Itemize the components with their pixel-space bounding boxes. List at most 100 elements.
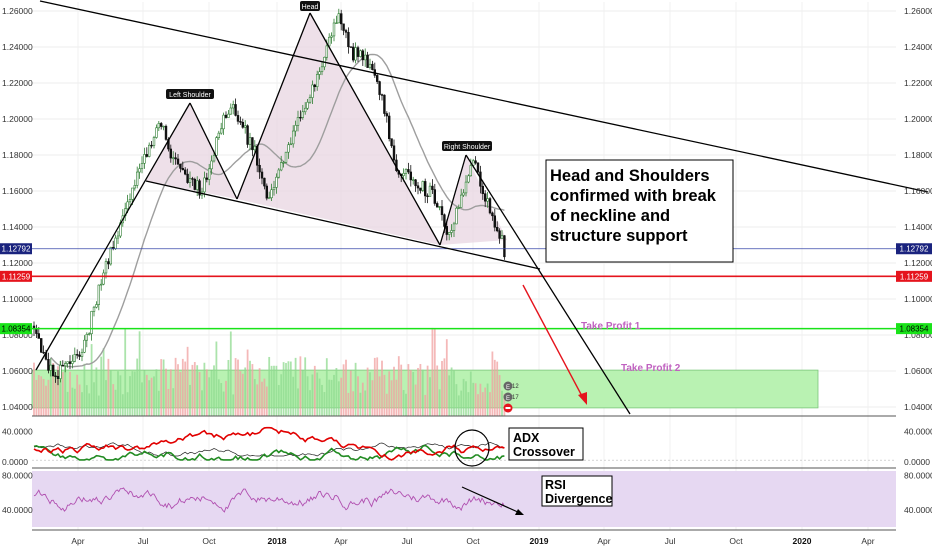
candle-body: [277, 169, 280, 178]
candle-body: [385, 113, 388, 117]
volume-bar: [174, 357, 177, 416]
candle-body: [431, 185, 434, 190]
price-tick-label: 1.22000: [2, 78, 33, 88]
volume-bar: [157, 390, 160, 416]
volume-bar: [148, 380, 151, 416]
price-tick-label: 1.08000: [904, 330, 932, 340]
right-price-axis: 1.26000 1.24000 1.22000 1.20000 1.18000 1.160…: [904, 6, 932, 515]
volume-bar: [131, 371, 134, 416]
neckline-price-tag-right[interactable]: 1.11259: [896, 270, 932, 282]
candle-body: [196, 180, 199, 190]
price-tick-label: 1.24000: [904, 42, 932, 52]
candle-body: [97, 284, 101, 305]
candle-body: [181, 168, 184, 171]
rsi-tick-label: 40.0000: [904, 505, 932, 515]
volume-bar: [472, 382, 475, 416]
price-tick-label: 1.06000: [904, 366, 932, 376]
volume-bar: [165, 368, 167, 416]
candle-body: [179, 163, 182, 169]
candle-body: [435, 203, 439, 208]
volume-bar: [42, 379, 45, 416]
volume-bar: [385, 393, 388, 416]
candle-body: [491, 212, 494, 217]
volume-bar: [105, 380, 107, 416]
tp1-price-tag-right[interactable]: 1.08354: [896, 323, 932, 335]
volume-bar: [388, 371, 391, 416]
volume-bar: [69, 371, 71, 416]
candle-body: [203, 177, 206, 193]
candle-body: [155, 127, 158, 138]
svg-text:Divergence: Divergence: [545, 492, 612, 506]
rsi-band: [32, 471, 896, 527]
candle-body: [186, 173, 189, 183]
candle-body: [426, 195, 429, 198]
volume-bar: [76, 374, 79, 416]
adx-indicator: [32, 426, 896, 461]
volume-bar: [88, 393, 91, 416]
volume-bar: [306, 376, 309, 416]
candle-body: [172, 157, 175, 159]
rsi-tick-label: 80.0000: [2, 470, 33, 480]
pattern-trendlines: [35, 0, 929, 415]
volume-bar: [325, 358, 328, 416]
time-axis: Apr Jul Oct 2018 Apr Jul Oct 2019 Apr Jul Oct 2020 A…: [71, 536, 874, 546]
volume-bar: [424, 394, 427, 416]
svg-text:Right Shoulder: Right Shoulder: [444, 144, 491, 151]
candle-body: [193, 178, 196, 190]
volume-bar: [143, 370, 146, 416]
volume-bar: [100, 356, 103, 416]
current-price-tag-right[interactable]: 1.12792: [896, 243, 932, 255]
volume-bar: [493, 359, 496, 416]
volume-bar: [126, 392, 129, 416]
volume-bar: [371, 380, 374, 416]
price-tick-label: 1.24000: [2, 42, 33, 52]
volume-bar: [316, 372, 319, 416]
candle-body: [157, 123, 160, 129]
candle-body: [208, 168, 211, 180]
neckline: [145, 180, 541, 270]
volume-bar: [64, 363, 67, 416]
pattern-annotation-box: Head and Shoulders confirmed with break …: [545, 159, 734, 263]
time-tick-label: Apr: [597, 536, 610, 546]
candle-body: [311, 84, 314, 98]
candle-body: [92, 306, 96, 312]
volume-bar: [244, 367, 247, 416]
candle-body: [68, 361, 72, 364]
time-tick-label: Oct: [202, 536, 216, 546]
candle-body: [462, 192, 465, 196]
candle-body: [335, 22, 338, 24]
volume-bar: [330, 379, 333, 416]
candle-body: [265, 185, 268, 199]
candle-body: [380, 94, 384, 96]
volume-bar: [462, 378, 465, 416]
candle-body: [263, 177, 266, 187]
volume-bar: [153, 376, 155, 416]
volume-bar: [227, 359, 230, 416]
candle-body: [282, 162, 285, 164]
price-tick-label: 1.12000: [904, 258, 932, 268]
head-shoulders-shaded-area: [146, 13, 507, 245]
volume-bar: [217, 379, 220, 416]
candle-body: [375, 75, 379, 82]
candle-body: [347, 31, 350, 48]
svg-text:Crossover: Crossover: [513, 445, 575, 459]
candle-body: [241, 121, 244, 128]
svg-text:Head: Head: [302, 4, 319, 11]
candle-body: [148, 144, 151, 157]
svg-text:1.12792: 1.12792: [2, 245, 31, 254]
volume-bar: [191, 364, 194, 416]
candle-body: [443, 214, 446, 227]
neckline-price-tag-left[interactable]: 1.11259: [0, 270, 32, 282]
label-right-shoulder: Right Shoulder: [442, 141, 492, 151]
candle-body: [160, 123, 163, 127]
candle-body: [35, 328, 38, 334]
volume-bar: [145, 374, 148, 416]
svg-text:ADX: ADX: [513, 431, 540, 445]
tp1-price-tag-left[interactable]: 1.08354: [0, 323, 32, 335]
candle-body: [359, 50, 362, 57]
svg-text:1.12792: 1.12792: [900, 245, 929, 254]
volume-bar: [342, 364, 345, 416]
current-price-tag-left[interactable]: 1.12792: [0, 243, 32, 255]
candle-body: [481, 185, 484, 195]
